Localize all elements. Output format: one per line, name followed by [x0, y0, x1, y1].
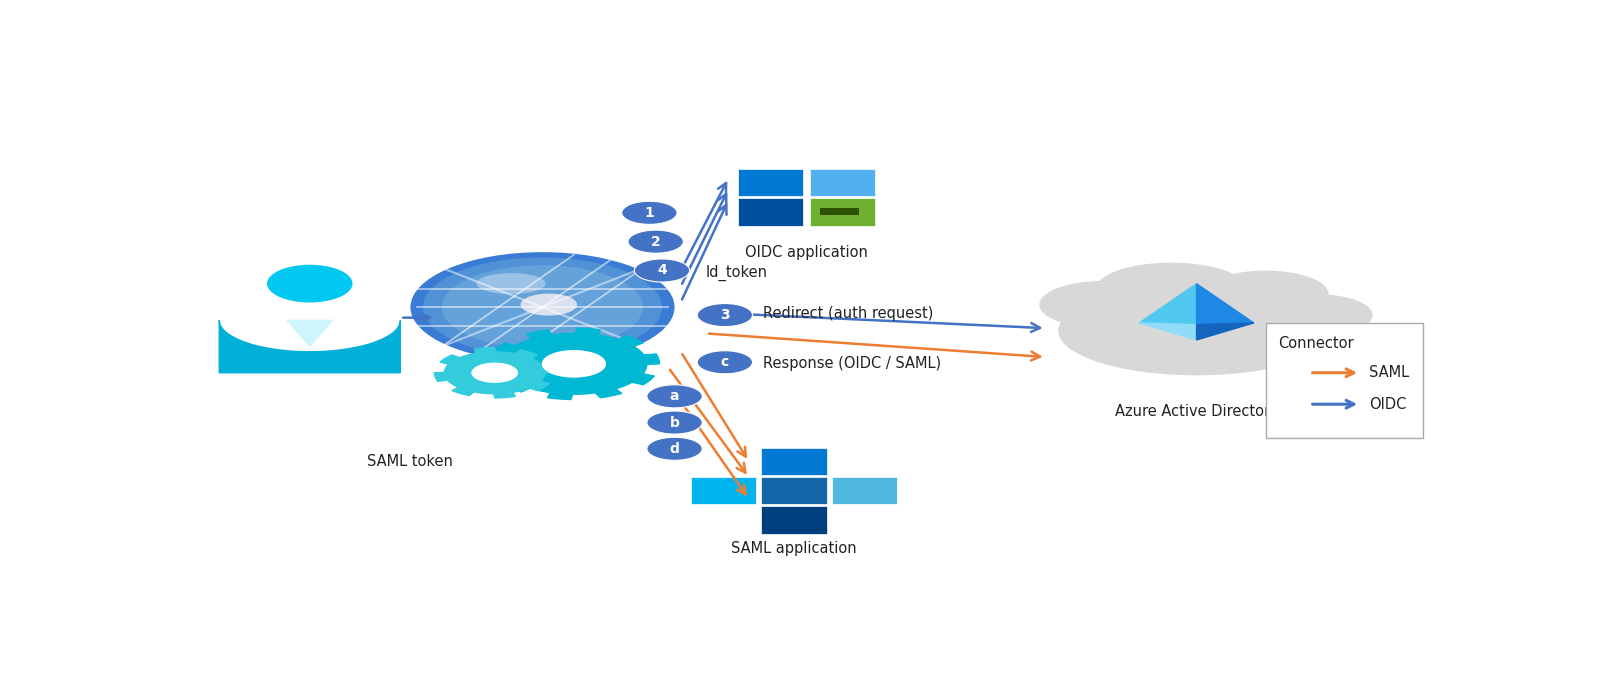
Polygon shape — [1139, 284, 1196, 325]
Bar — [761, 477, 826, 505]
Text: SAML application: SAML application — [732, 541, 857, 556]
Polygon shape — [1196, 284, 1255, 325]
Text: Redirect (auth request): Redirect (auth request) — [763, 306, 933, 321]
Bar — [820, 208, 859, 215]
Circle shape — [698, 304, 753, 327]
Text: b: b — [670, 415, 680, 430]
Text: 1: 1 — [644, 206, 654, 220]
Text: SAML token: SAML token — [367, 454, 453, 469]
Polygon shape — [1139, 323, 1196, 340]
Polygon shape — [472, 363, 518, 382]
Bar — [738, 168, 803, 195]
Bar — [810, 168, 875, 195]
Ellipse shape — [268, 265, 352, 302]
Ellipse shape — [477, 273, 545, 294]
Circle shape — [411, 252, 675, 362]
Ellipse shape — [1203, 270, 1329, 318]
Polygon shape — [287, 320, 333, 347]
Text: OIDC: OIDC — [1368, 397, 1406, 412]
Bar — [738, 198, 803, 225]
Text: a: a — [670, 390, 680, 403]
Polygon shape — [1196, 323, 1255, 340]
Text: Id_token: Id_token — [706, 265, 768, 281]
Ellipse shape — [1096, 263, 1246, 315]
Ellipse shape — [521, 294, 578, 315]
Text: 3: 3 — [721, 308, 730, 322]
Circle shape — [648, 385, 703, 408]
Text: OIDC application: OIDC application — [745, 245, 868, 260]
Polygon shape — [435, 347, 555, 398]
Ellipse shape — [1039, 281, 1165, 328]
Bar — [761, 507, 826, 534]
Bar — [1266, 323, 1423, 439]
Text: Response (OIDC / SAML): Response (OIDC / SAML) — [763, 356, 941, 371]
Circle shape — [698, 351, 753, 374]
Ellipse shape — [1259, 294, 1373, 336]
Text: 2: 2 — [651, 235, 661, 249]
Circle shape — [622, 202, 677, 224]
Text: SAML: SAML — [1368, 365, 1409, 380]
Text: 4: 4 — [657, 264, 667, 277]
Text: c: c — [721, 355, 729, 369]
Ellipse shape — [1058, 286, 1336, 375]
Circle shape — [441, 265, 643, 349]
Bar — [810, 198, 875, 225]
Bar — [833, 477, 898, 505]
Circle shape — [424, 257, 662, 357]
Polygon shape — [489, 328, 659, 400]
Circle shape — [648, 437, 703, 460]
Text: Azure Active Directory: Azure Active Directory — [1115, 405, 1279, 419]
Circle shape — [635, 259, 690, 282]
Text: Connector: Connector — [1279, 336, 1354, 351]
Circle shape — [628, 230, 683, 253]
Polygon shape — [542, 351, 605, 377]
Text: d: d — [670, 442, 680, 456]
Polygon shape — [219, 320, 401, 373]
Bar — [761, 447, 826, 475]
Bar — [691, 477, 756, 505]
Circle shape — [648, 411, 703, 434]
